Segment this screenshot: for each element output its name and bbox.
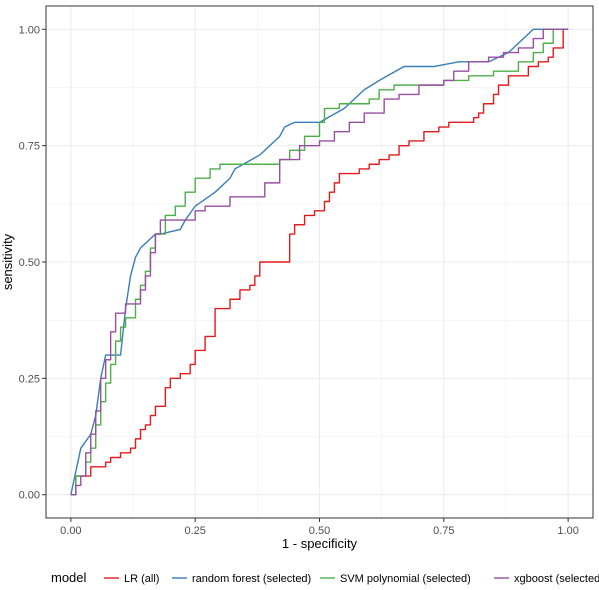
y-tick-label: 0.75 (19, 141, 40, 153)
x-tick-label: 0.75 (433, 525, 454, 537)
legend-label-2: random forest (selected) (192, 573, 311, 585)
series-line-2 (70, 28, 569, 495)
axis-ticks: 0.00 0.25 0.50 0.75 1.00 0.00 0.25 0.50 0.75 1.00 (19, 24, 579, 537)
legend-label-3: SVM polynomial (selected) (340, 573, 471, 585)
legend: model LR (all) random forest (selected) SV… (51, 570, 599, 585)
x-tick-label: 0.00 (60, 525, 81, 537)
x-tick-label: 1.00 (557, 525, 578, 537)
series-line-3 (70, 28, 569, 496)
series-line-1 (70, 28, 569, 496)
y-tick-label: 0.25 (19, 373, 40, 385)
series-line-4 (70, 28, 569, 496)
x-tick-label: 0.25 (184, 525, 205, 537)
y-tick-label: 0.00 (19, 490, 40, 502)
y-axis-label: sensitivity (0, 233, 15, 290)
y-tick-label: 0.50 (19, 257, 40, 269)
x-axis-label: 1 - specificity (282, 536, 358, 551)
x-tick-label: 0.50 (309, 525, 330, 537)
series-layer (70, 28, 569, 496)
legend-title: model (51, 570, 87, 585)
legend-label-1: LR (all) (124, 573, 159, 585)
y-tick-label: 1.00 (19, 24, 40, 36)
legend-label-4: xgboost (selected) (514, 573, 599, 585)
